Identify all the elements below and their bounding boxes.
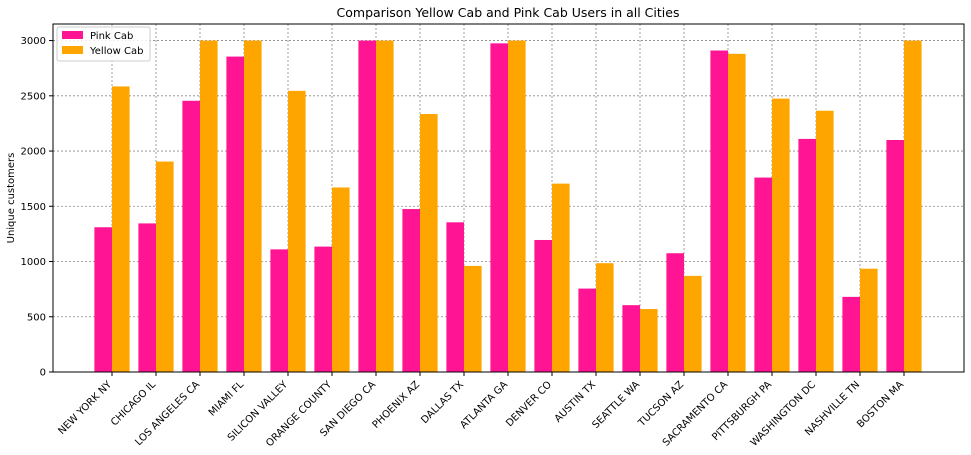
bar-pink-cab [226,56,244,372]
x-tick-label: MIAMI FL [207,379,247,419]
bar-yellow-cab [288,90,306,372]
x-tick-label: AUSTIN TX [553,379,598,424]
bar-pink-cab [94,227,112,372]
bar-pink-cab [842,296,860,372]
bar-yellow-cab [860,268,878,372]
y-tick-label: 1000 [21,257,46,268]
bar-yellow-cab [376,40,394,372]
bar-pink-cab [358,40,376,372]
bar-pink-cab [578,288,596,372]
bar-yellow-cab [200,40,218,372]
y-tick-label: 1500 [21,202,46,213]
bar-pink-cab [666,253,684,372]
x-tick-label: SEATTLE WA [590,379,642,431]
bar-yellow-cab [552,183,570,372]
bar-yellow-cab [816,110,834,372]
chart-title: Comparison Yellow Cab and Pink Cab Users… [337,5,680,20]
x-tick-label: DALLAS TX [419,379,466,426]
x-tick-label: PHOENIX AZ [371,379,423,431]
legend-label-yellow-cab: Yellow Cab [89,46,143,57]
bar-yellow-cab [904,40,922,372]
bar-pink-cab [534,239,552,372]
bar-pink-cab [490,43,508,372]
x-tick-label: NEW YORK NY [56,379,114,437]
y-tick-label: 0 [40,368,46,379]
x-tick-label: CHICAGO IL [109,379,158,428]
y-axis: 0 500 1000 1500 2000 2500 3000 [21,36,53,379]
bar-yellow-cab [112,86,130,373]
bar-pink-cab [402,209,420,372]
bar-pink-cab [710,50,728,373]
bar-pink-cab [754,177,772,372]
bar-pink-cab [798,138,816,372]
bar-yellow-cab [640,309,658,372]
bar-yellow-cab [508,40,526,372]
y-tick-label: 3000 [21,36,46,47]
bar-yellow-cab [156,161,174,372]
bar-yellow-cab [684,275,702,372]
x-tick-label: ATLANTA GA [458,379,510,431]
bar-yellow-cab [464,265,482,372]
bar-pink-cab [886,140,904,372]
y-tick-label: 2000 [21,147,46,158]
bar-pink-cab [314,246,332,372]
legend-swatch-yellow-cab [62,46,83,54]
bar-yellow-cab [772,98,790,373]
legend-swatch-pink-cab [62,31,83,39]
y-tick-label: 2500 [21,91,46,102]
bar-pink-cab [138,223,156,372]
y-axis-label: Unique customers [6,153,17,244]
legend: Pink Cab Yellow Cab [56,26,151,62]
x-tick-label: BOSTON MA [855,379,906,430]
bar-yellow-cab [244,40,262,372]
bar-pink-cab [182,100,200,373]
legend-label-pink-cab: Pink Cab [90,31,133,42]
bar-yellow-cab [728,53,746,372]
bar-yellow-cab [332,187,350,372]
bar-yellow-cab [420,114,438,373]
x-tick-label: DENVER CO [504,379,554,429]
bar-yellow-cab [596,263,614,372]
bar-pink-cab [622,305,640,372]
bars [94,40,922,373]
y-tick-label: 500 [27,312,46,323]
bar-pink-cab [446,222,464,372]
bar-pink-cab [270,249,288,372]
